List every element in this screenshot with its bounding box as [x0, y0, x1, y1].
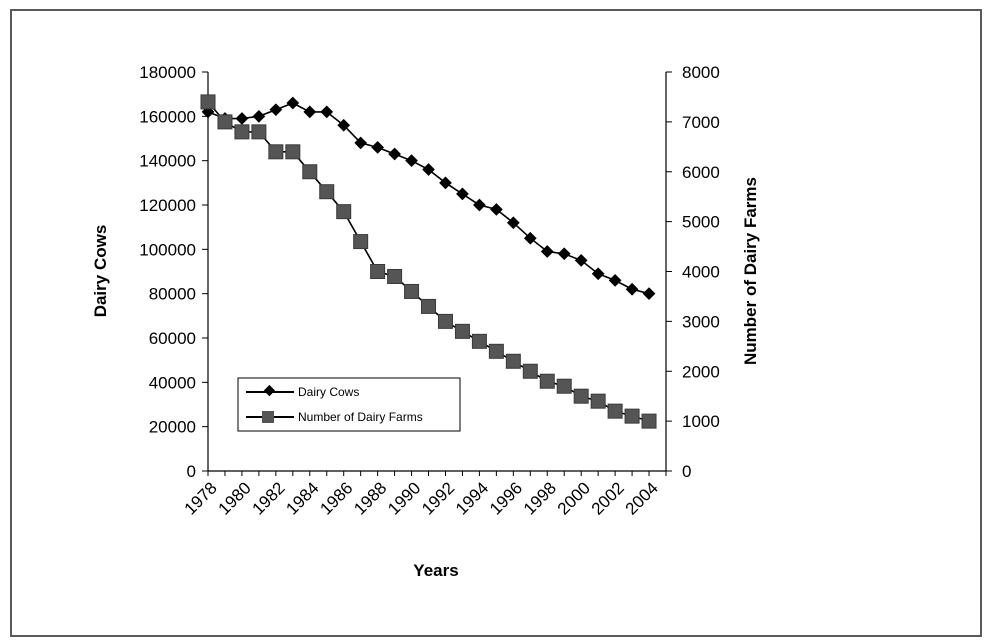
y-right-tick-label: 4000	[682, 263, 720, 282]
data-point-dairy-farms	[522, 363, 538, 379]
y-right-tick-label: 1000	[682, 412, 720, 431]
data-point-dairy-farms	[488, 343, 504, 359]
x-tick-label: 2002	[588, 478, 628, 518]
data-point-dairy-farms	[217, 114, 233, 130]
data-point-dairy-cows	[473, 198, 486, 212]
series-group	[200, 94, 657, 429]
y-right-tick-label: 5000	[682, 213, 720, 232]
data-point-dairy-cows	[625, 282, 639, 296]
x-tick-label: 1992	[418, 478, 458, 518]
data-point-dairy-farms	[353, 234, 369, 250]
data-point-dairy-cows	[405, 154, 418, 168]
y-right-tick-label: 2000	[682, 362, 720, 381]
data-point-dairy-cows	[371, 141, 384, 154]
x-tick-label: 1980	[215, 478, 255, 518]
x-tick-label: 1994	[452, 478, 492, 518]
legend: Dairy Cows Number of Dairy Farms	[237, 377, 461, 432]
data-point-dairy-farms	[641, 413, 657, 429]
data-point-dairy-cows	[320, 105, 334, 119]
data-point-dairy-cows	[269, 103, 283, 117]
data-point-dairy-farms	[234, 124, 250, 140]
chart-frame	[10, 9, 982, 637]
data-point-dairy-farms	[251, 124, 267, 140]
data-point-dairy-farms	[370, 264, 386, 279]
x-tick-label: 1988	[350, 478, 390, 518]
data-point-dairy-cows	[642, 287, 656, 301]
data-point-dairy-farms	[624, 408, 640, 424]
data-point-dairy-farms	[607, 403, 623, 419]
data-point-dairy-farms	[505, 353, 521, 369]
data-point-dairy-farms	[387, 268, 403, 284]
legend-label-farms: Number of Dairy Farms	[298, 410, 423, 424]
x-tick-label: 2004	[622, 478, 662, 518]
legend-box	[237, 377, 461, 432]
y-left-tick-label: 100000	[139, 240, 196, 259]
x-tick-label: 1982	[248, 478, 288, 518]
data-point-dairy-cows	[286, 96, 300, 110]
legend-marker-cows	[263, 384, 276, 397]
y-axis-left-title: Dairy Cows	[91, 225, 110, 318]
data-point-dairy-farms	[437, 313, 453, 329]
y-left-tick-label: 160000	[139, 107, 196, 126]
data-point-dairy-farms	[302, 164, 318, 180]
data-point-dairy-cows	[303, 105, 317, 119]
data-point-dairy-cows	[506, 216, 520, 230]
y-right-tick-label: 3000	[682, 312, 720, 331]
y-left-tick-label: 0	[187, 462, 196, 481]
y-right-tick-label: 6000	[682, 163, 720, 182]
data-point-dairy-farms	[319, 184, 335, 200]
x-tick-label: 1986	[316, 478, 356, 518]
data-point-dairy-farms	[421, 298, 437, 314]
y-left-tick-label: 120000	[139, 196, 196, 215]
data-point-dairy-farms	[285, 144, 301, 160]
data-point-dairy-cows	[422, 163, 435, 176]
data-point-dairy-farms	[200, 94, 216, 110]
y-left-tick-label: 80000	[149, 285, 196, 304]
data-point-dairy-cows	[574, 254, 588, 267]
data-point-dairy-farms	[590, 393, 606, 409]
y-right-tick-label: 7000	[682, 113, 720, 132]
data-point-dairy-cows	[252, 109, 266, 123]
data-point-dairy-farms	[573, 388, 589, 404]
x-tick-label: 1990	[384, 478, 424, 518]
x-tick-label: 1984	[282, 478, 322, 518]
data-point-dairy-farms	[336, 204, 352, 220]
x-tick-label: 2000	[554, 478, 594, 518]
legend-marker-farms	[262, 411, 274, 423]
x-tick-label: 1978	[181, 478, 221, 518]
data-point-dairy-farms	[268, 144, 284, 160]
data-point-dairy-cows	[439, 176, 452, 190]
x-tick-label: 1998	[520, 478, 560, 518]
data-point-dairy-farms	[454, 323, 470, 339]
y-left-tick-label: 40000	[149, 373, 196, 392]
y-left-tick-label: 180000	[139, 63, 196, 82]
y-left-tick-label: 140000	[139, 152, 196, 171]
data-point-dairy-farms	[539, 373, 555, 389]
x-tick-label: 1996	[486, 478, 526, 518]
data-point-dairy-farms	[471, 333, 487, 349]
data-point-dairy-cows	[557, 247, 571, 261]
data-point-dairy-cows	[337, 118, 351, 132]
data-point-dairy-farms	[556, 378, 572, 394]
data-point-dairy-cows	[490, 203, 503, 216]
y-right-tick-label: 8000	[682, 63, 720, 82]
data-point-dairy-cows	[235, 112, 249, 125]
y-right-tick-label: 0	[682, 462, 691, 481]
data-point-dairy-farms	[404, 283, 420, 299]
x-axis-title: Years	[413, 561, 458, 580]
y-left-tick-label: 60000	[149, 329, 196, 348]
data-point-dairy-cows	[608, 274, 622, 287]
data-point-dairy-cows	[354, 136, 368, 150]
legend-label-cows: Dairy Cows	[298, 385, 359, 399]
y-left-tick-label: 20000	[149, 418, 196, 437]
y-axis-right-title: Number of Dairy Farms	[741, 177, 760, 365]
data-point-dairy-cows	[388, 147, 401, 161]
data-point-dairy-cows	[456, 187, 469, 201]
